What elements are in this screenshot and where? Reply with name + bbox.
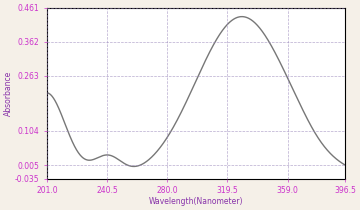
X-axis label: Wavelength(Nanometer): Wavelength(Nanometer) [149,197,243,206]
Y-axis label: Absorbance: Absorbance [4,71,13,116]
